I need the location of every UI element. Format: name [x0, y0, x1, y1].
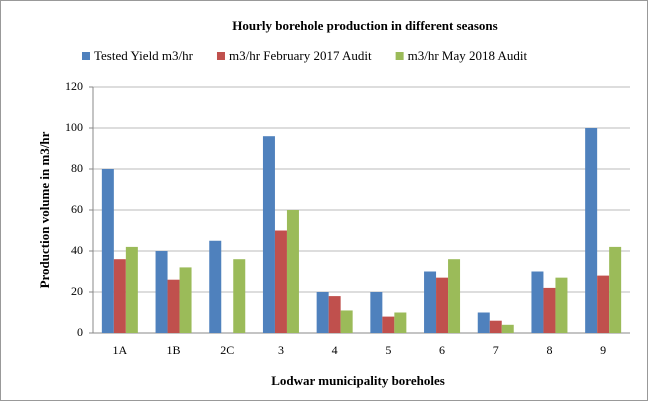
- bar: [233, 259, 246, 333]
- bar: [555, 277, 568, 333]
- x-tick-label: 9: [600, 343, 606, 357]
- bar: [316, 292, 329, 333]
- y-tick-label: 80: [71, 161, 83, 175]
- bar: [585, 128, 598, 333]
- bar: [209, 240, 222, 333]
- y-tick-label: 120: [65, 79, 83, 93]
- y-tick-label: 0: [77, 325, 83, 339]
- bar: [424, 271, 437, 333]
- bar: [394, 312, 407, 333]
- x-tick-label: 7: [493, 343, 499, 357]
- x-tick-label: 3: [278, 343, 284, 357]
- x-tick-label: 1B: [167, 343, 181, 357]
- legend-label: m3/hr May 2018 Audit: [408, 48, 528, 63]
- bar: [597, 275, 610, 333]
- x-axis-label: Lodwar municipality boreholes: [271, 373, 445, 388]
- x-tick-label: 1A: [113, 343, 128, 357]
- bar: [436, 277, 449, 333]
- bar: [179, 267, 192, 333]
- bar: [370, 292, 383, 333]
- y-tick-label: 60: [71, 202, 83, 216]
- bar: [101, 169, 114, 333]
- bar: [382, 316, 395, 333]
- bar: [274, 230, 287, 333]
- x-tick-label: 4: [332, 343, 338, 357]
- bar: [340, 310, 353, 333]
- y-tick-label: 20: [71, 284, 83, 298]
- chart-title: Hourly borehole production in different …: [232, 18, 497, 33]
- bar: [448, 259, 461, 333]
- bar: [609, 246, 622, 333]
- bar: [113, 259, 126, 333]
- legend-swatch: [395, 52, 404, 60]
- x-tick-label: 8: [546, 343, 552, 357]
- bar: [286, 210, 299, 333]
- x-tick-label: 2C: [220, 343, 234, 357]
- legend-label: m3/hr February 2017 Audit: [229, 48, 372, 63]
- bar: [501, 324, 514, 333]
- y-axis-label: Production volume in m3/hr: [37, 131, 52, 288]
- bar: [125, 246, 138, 333]
- x-tick-label: 6: [439, 343, 445, 357]
- bar: [167, 279, 180, 333]
- bar: [328, 296, 341, 333]
- bar: [489, 320, 502, 333]
- legend-swatch: [216, 52, 225, 60]
- bar: [262, 136, 275, 333]
- legend-label: Tested Yield m3/hr: [94, 48, 194, 63]
- bar: [155, 251, 168, 333]
- legend-swatch: [82, 52, 90, 60]
- bar: [543, 287, 556, 333]
- bar: [531, 271, 544, 333]
- bar: [477, 312, 490, 333]
- x-tick-label: 5: [385, 343, 391, 357]
- y-tick-label: 100: [65, 120, 83, 134]
- y-tick-label: 40: [71, 243, 83, 257]
